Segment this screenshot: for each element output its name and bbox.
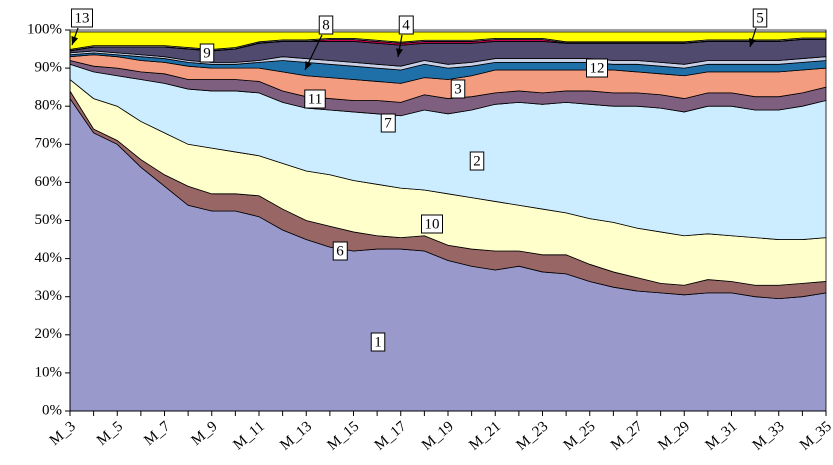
label-box [752,8,768,28]
y-tick-label: 30% [35,288,63,304]
x-tick-label: M_11 [230,418,267,453]
arrow-head [749,38,756,47]
legend-label: 9 [203,45,211,61]
x-tick-label: M_9 [189,418,221,448]
area [69,29,827,33]
x-tick-label: M_17 [372,418,410,454]
series-label: 10 [421,214,443,234]
arrow-head [396,48,403,57]
legend-label: 13 [75,10,90,26]
y-tick-label: 0% [42,402,62,418]
series-label: 9 [199,43,215,63]
series-label: 11 [304,89,326,109]
x-tick-label: M_31 [703,418,741,453]
x-tick-label: M_33 [750,418,788,453]
label-box [421,214,443,234]
label-box [304,89,326,109]
y-tick-label: 70% [35,136,63,152]
label-box [380,113,396,133]
y-tick-label: 20% [35,326,63,342]
legend-label: 11 [308,91,322,107]
x-tick-label: M_5 [94,418,126,448]
x-tick-label: M_3 [47,418,79,448]
y-tick-label: 40% [35,250,63,266]
series-label: 3 [450,79,466,99]
legend-label: 5 [756,10,764,26]
label-box [199,43,215,63]
label-box [469,151,485,171]
series-label: 4 [396,15,414,58]
legend-label: 12 [590,60,605,76]
series-label: 2 [469,151,485,171]
legend-label: 4 [402,17,410,33]
legend-label: 7 [384,115,392,131]
legend-label: 6 [336,243,344,259]
legend-label: 1 [374,334,382,350]
series-label: 6 [332,241,348,261]
y-tick-label: 100% [27,21,62,37]
x-tick-label: M_7 [141,418,173,449]
series-label: 5 [749,8,768,48]
arrow-head [71,36,79,45]
x-tick-label: M_35 [797,418,833,453]
series-label: 12 [586,58,608,78]
series-label: 8 [304,15,334,71]
series-label: 13 [71,8,93,46]
series-label: 7 [380,113,396,133]
label-box [318,15,334,35]
x-tick-label: M_15 [325,418,363,453]
label-box [332,241,348,261]
x-tick-label: M_19 [419,418,457,453]
y-tick-label: 50% [35,212,63,228]
y-tick-label: 10% [35,364,63,380]
x-tick-label: M_23 [514,418,552,453]
label-box [71,8,93,28]
y-tick-label: 60% [35,174,63,190]
x-tick-label: M_27 [608,418,646,454]
legend-label: 3 [454,81,462,97]
label-box [450,79,466,99]
x-tick-label: M_25 [561,418,599,453]
legend-label: 8 [322,17,330,33]
series-label: 1 [370,332,386,352]
y-tick-label: 80% [35,98,63,114]
label-box [398,15,414,35]
arrow-head [305,61,312,70]
label-box [370,332,386,352]
x-tick-label: M_21 [466,418,504,453]
legend-label: 10 [425,216,440,232]
y-tick-label: 90% [35,60,63,76]
legend-label: 2 [473,153,481,169]
label-box [586,58,608,78]
x-tick-label: M_29 [655,418,693,453]
x-tick-label: M_13 [277,418,315,453]
